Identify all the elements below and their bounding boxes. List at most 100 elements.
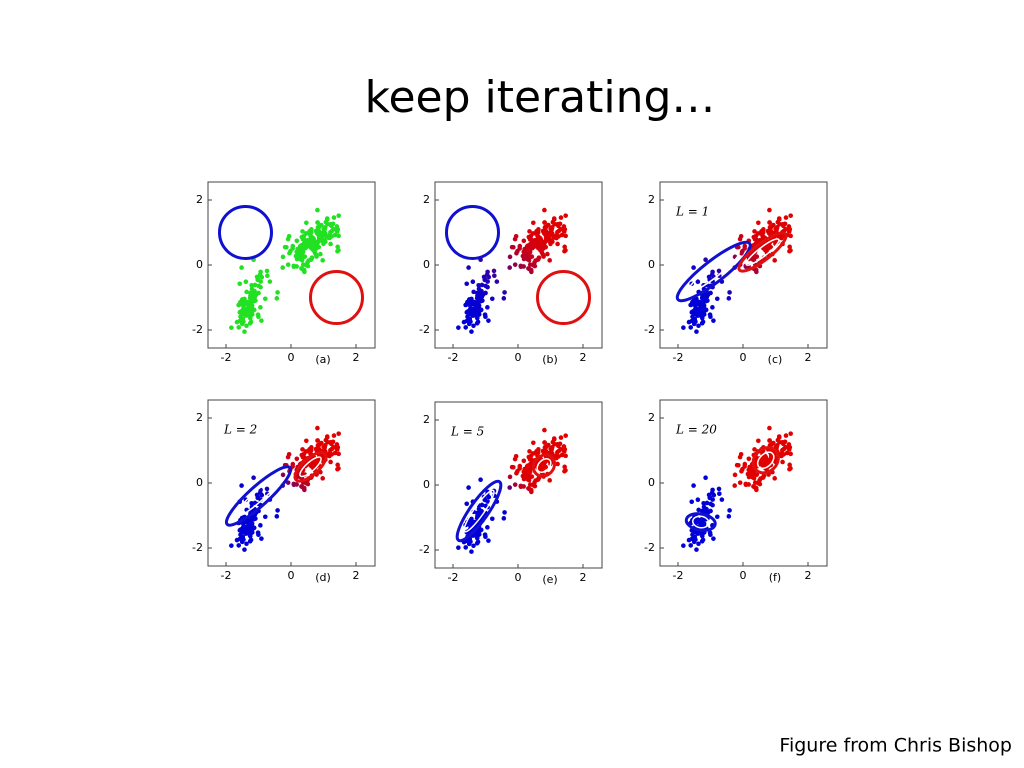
panel: -2 0 2 -2 0 2 (b): [419, 181, 603, 366]
data-dot: [512, 262, 518, 267]
data-dot: [243, 279, 249, 285]
gaussian-contour: [675, 240, 752, 303]
data-dot: [783, 433, 789, 438]
data-dot: [239, 265, 244, 270]
data-dot: [242, 547, 247, 552]
data-dot: [256, 290, 261, 296]
data-dot: [542, 220, 547, 225]
data-dot: [688, 325, 694, 330]
data-dot: [690, 532, 695, 538]
x-tick-label: -2: [448, 571, 459, 584]
data-dot: [515, 248, 520, 254]
data-dot: [282, 244, 288, 250]
data-dot: [302, 245, 308, 251]
data-dot: [726, 296, 732, 301]
data-dot: [290, 243, 296, 249]
panel: -2 0 2 -2 0 2 (a): [192, 181, 376, 366]
data-dot: [469, 329, 474, 334]
data-dot: [547, 258, 552, 263]
data-dot: [285, 454, 291, 460]
data-dot: [483, 534, 488, 540]
data-dot: [769, 224, 774, 230]
data-dot: [531, 440, 536, 446]
data-dot: [467, 307, 472, 313]
data-dot: [717, 491, 722, 497]
data-dot: [489, 296, 495, 302]
data-dot: [258, 284, 263, 290]
data-dot: [240, 525, 245, 531]
data-dot: [294, 238, 300, 244]
data-dot: [258, 523, 263, 528]
data-dot: [300, 447, 305, 452]
data-dot: [331, 433, 337, 438]
data-dot: [538, 236, 544, 242]
data-dot: [456, 325, 461, 330]
data-dot: [480, 298, 485, 303]
panel: -2 0 2 -2 0 2 (f) L = 20: [644, 399, 828, 584]
data-dot: [692, 300, 698, 306]
data-dot: [485, 284, 490, 290]
data-dot: [708, 290, 713, 296]
data-dot: [274, 296, 280, 301]
data-dot: [507, 474, 513, 480]
data-dot: [547, 478, 552, 483]
x-tick-label: -2: [673, 351, 684, 364]
data-dot: [517, 463, 523, 469]
data-dot: [756, 220, 761, 226]
data-dot: [470, 279, 476, 285]
data-dot: [328, 241, 333, 247]
data-dot: [321, 226, 327, 232]
data-dot: [252, 282, 258, 288]
y-tick-label: 0: [648, 476, 655, 489]
panel-annotation: L = 2: [223, 423, 257, 437]
data-dot: [788, 431, 793, 436]
data-dot: [315, 207, 320, 213]
panel-label: (a): [315, 353, 330, 366]
data-dot: [688, 543, 694, 548]
x-tick-label: 0: [740, 351, 747, 364]
data-dot: [517, 243, 523, 249]
data-dot: [542, 207, 547, 213]
data-dot: [302, 254, 308, 259]
data-dot: [559, 232, 565, 238]
data-dot: [329, 228, 335, 234]
data-dot: [249, 522, 254, 528]
y-tick-label: 2: [648, 193, 655, 206]
panel-label: (f): [769, 571, 781, 584]
data-dot: [507, 254, 513, 260]
data-dot: [280, 254, 286, 260]
data-dot: [509, 464, 515, 470]
data-dot: [465, 314, 470, 320]
data-dot: [479, 282, 485, 288]
data-dot: [294, 482, 299, 487]
data-dot: [776, 434, 782, 439]
data-dot: [784, 450, 790, 456]
data-dot: [521, 458, 527, 464]
data-dot: [532, 263, 538, 269]
data-dot: [530, 241, 536, 246]
data-dot: [329, 446, 335, 452]
data-dot: [544, 444, 549, 450]
data-dot: [474, 510, 480, 516]
data-dot: [315, 438, 320, 443]
data-dot: [336, 248, 341, 253]
data-dot: [767, 438, 772, 443]
slide-title: keep iterating…: [365, 72, 716, 123]
data-dot: [757, 481, 763, 487]
gaussian-contour: [309, 270, 364, 325]
data-dot: [466, 485, 471, 490]
gaussian-contour-inner: [692, 515, 710, 529]
data-dot: [772, 476, 777, 481]
data-dot: [732, 472, 738, 478]
data-dot: [262, 296, 268, 302]
data-dot: [463, 545, 469, 550]
data-dot: [556, 228, 562, 234]
data-dot: [264, 486, 270, 492]
data-dot: [318, 251, 323, 257]
data-dot: [476, 309, 482, 315]
data-dot: [691, 265, 696, 270]
x-tick-label: 2: [805, 351, 812, 364]
data-dot: [484, 272, 490, 277]
data-dot: [317, 224, 322, 230]
data-dot: [740, 248, 745, 254]
